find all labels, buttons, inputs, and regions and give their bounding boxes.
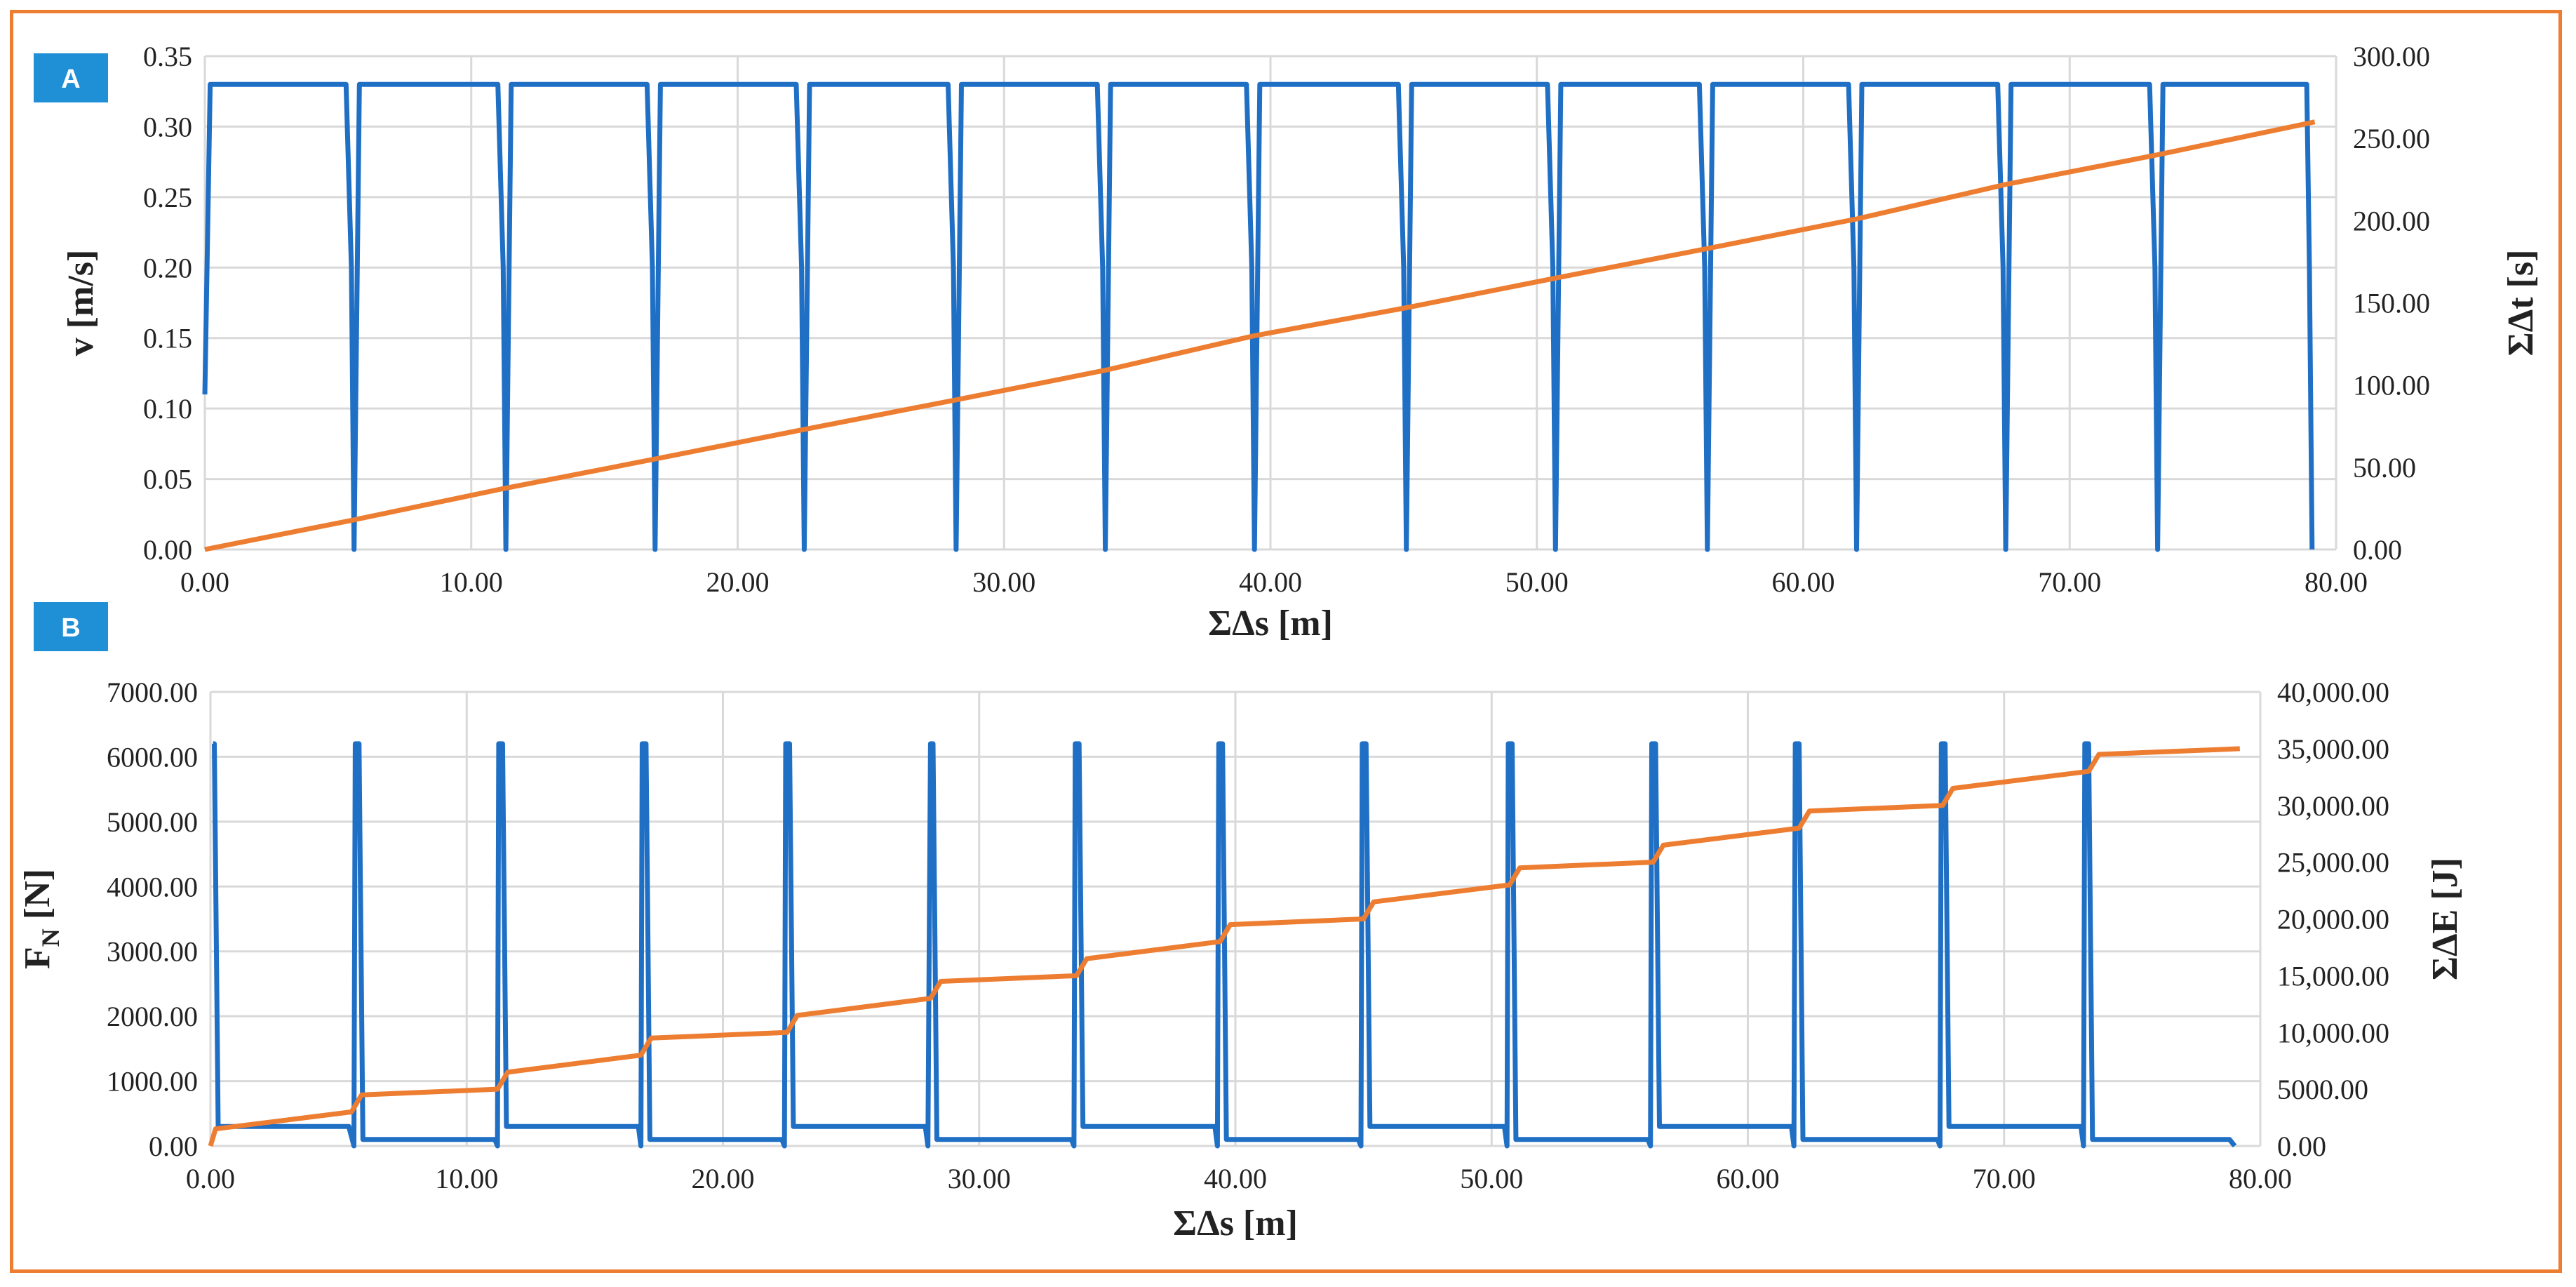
panel-a-y-tick-label: 0.35	[143, 41, 192, 72]
panel-a-y2-axis-title: ΣΔt [s]	[2501, 250, 2541, 356]
panel-a-y-axis-title: v [m/s]	[61, 250, 101, 356]
panel-a-badge	[34, 53, 108, 102]
panel-a-y2-tick-label: 200.00	[2353, 205, 2430, 236]
panel-a-y2-tick-label: 150.00	[2353, 288, 2430, 319]
panel-b-y-tick-label: 0.00	[149, 1131, 198, 1162]
panel-b-y-axis-title-sub: N	[36, 928, 65, 947]
panel-a-x-tick-label: 50.00	[1505, 566, 1569, 598]
panel-b-series-blue-line	[212, 741, 2237, 1149]
panel-a-y-tick-label: 0.05	[143, 464, 192, 495]
panel-b-x-tick-label: 20.00	[692, 1163, 755, 1194]
panel-a-badge-label: A	[61, 65, 80, 94]
panel-b-badge	[34, 602, 108, 651]
panel-b-y2-tick-label: 5000.00	[2277, 1074, 2368, 1105]
panel-a-x-tick-label: 80.00	[2305, 566, 2368, 598]
panel-a-series-blue-line	[202, 81, 2315, 552]
panel-b-y-tick-label: 3000.00	[107, 936, 198, 968]
panel-b-y-axis-title-main: F	[18, 947, 58, 969]
panel-b-y2-tick-label: 25,000.00	[2277, 847, 2389, 879]
panel-b-x-tick-label: 50.00	[1460, 1163, 1523, 1194]
panel-b-x-tick-label: 70.00	[1973, 1163, 2036, 1194]
panel-b-badge-label: B	[61, 613, 80, 643]
panel-a-y-tick-label: 0.25	[143, 182, 192, 213]
panel-b-x-axis-title: ΣΔs [m]	[1173, 1203, 1298, 1243]
panel-b-x-tick-label: 80.00	[2229, 1163, 2292, 1194]
panel-b-y2-axis-title: ΣΔE [J]	[2425, 858, 2465, 980]
panel-b-y-tick-label: 4000.00	[107, 871, 198, 902]
panel-b-x-tick-label: 30.00	[948, 1163, 1011, 1194]
panel-a-x-tick-label: 60.00	[1772, 566, 1835, 598]
panel-b-y2-tick-label: 15,000.00	[2277, 960, 2389, 992]
panel-b-y2-tick-label: 20,000.00	[2277, 904, 2389, 935]
panel-b-y2-tick-label: 10,000.00	[2277, 1017, 2389, 1048]
panel-a-x-tick-label: 30.00	[972, 566, 1035, 598]
panel-b-x-tick-label: 0.00	[186, 1163, 235, 1194]
panel-b-y2-tick-label: 35,000.00	[2277, 733, 2389, 765]
panel-a-x-tick-label: 0.00	[180, 566, 229, 598]
panel-b-y-axis-title: FN [N]	[18, 869, 65, 969]
panel-a-y2-tick-label: 100.00	[2353, 370, 2430, 401]
panel-a-x-tick-label: 70.00	[2038, 566, 2101, 598]
panel-b-y-axis-title-unit: [N]	[18, 869, 58, 928]
panel-a-x-tick-label: 40.00	[1239, 566, 1302, 598]
panel-b-y-tick-label: 7000.00	[107, 676, 198, 708]
panel-a-y-tick-label: 0.00	[143, 534, 192, 566]
panel-a-x-tick-label: 10.00	[440, 566, 503, 598]
panel-a-y-tick-label: 0.30	[143, 111, 192, 142]
panel-a-series-orange-line	[204, 119, 2316, 552]
panel-a-x-axis-title: ΣΔs [m]	[1208, 604, 1333, 644]
panel-a-y2-tick-label: 250.00	[2353, 123, 2430, 154]
panel-b-y2-tick-label: 30,000.00	[2277, 790, 2389, 822]
panel-a-x-tick-label: 20.00	[706, 566, 770, 598]
panel-b-y-tick-label: 6000.00	[107, 741, 198, 773]
panel-a-y2-tick-label: 0.00	[2353, 534, 2402, 566]
panel-b-y2-tick-label: 40,000.00	[2277, 676, 2389, 708]
panel-b-y-tick-label: 2000.00	[107, 1001, 198, 1032]
panel-a-y-tick-label: 0.10	[143, 393, 192, 425]
panel-b-x-tick-label: 40.00	[1204, 1163, 1267, 1194]
panel-b-series-orange-line	[208, 746, 2240, 1147]
panel-b-y-tick-label: 1000.00	[107, 1066, 198, 1098]
panel-b-y2-tick-label: 0.00	[2277, 1131, 2326, 1162]
panel-b-y-tick-label: 5000.00	[107, 806, 198, 838]
figure-frame	[10, 10, 2562, 1273]
panel-b-x-tick-label: 10.00	[435, 1163, 498, 1194]
panel-a-y-tick-label: 0.15	[143, 323, 192, 354]
panel-a-y2-tick-label: 50.00	[2353, 452, 2416, 484]
panel-b-x-tick-label: 60.00	[1717, 1163, 1780, 1194]
panel-a-y2-tick-label: 300.00	[2353, 41, 2430, 72]
panel-a-y-tick-label: 0.20	[143, 252, 192, 284]
